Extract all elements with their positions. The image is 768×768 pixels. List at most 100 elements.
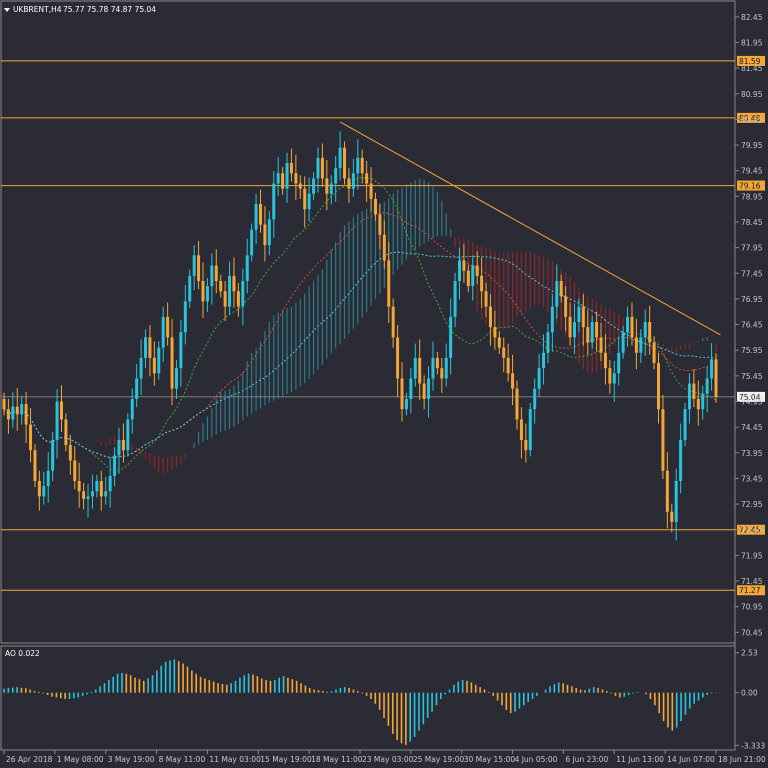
candle <box>59 385 63 432</box>
candle-body <box>135 378 139 399</box>
candle-body <box>338 147 342 169</box>
candle-body <box>179 332 183 369</box>
x-tick-label: 18 Jun 21:00 <box>718 755 766 764</box>
candle <box>121 423 125 463</box>
candle-body <box>484 291 488 307</box>
candle-body <box>174 368 178 389</box>
candle-body <box>241 280 245 307</box>
candle-body <box>37 481 41 497</box>
candle-body <box>683 409 687 440</box>
candle-body <box>68 445 72 461</box>
candle-body <box>113 455 117 476</box>
x-tick-label: 14 Jun 07:00 <box>667 755 715 764</box>
candle-body <box>555 280 559 307</box>
candle-body <box>387 260 391 307</box>
candle-body <box>130 398 134 420</box>
candle <box>170 318 174 406</box>
y-tick-label: 77.95 <box>741 244 763 253</box>
candle-body <box>281 173 285 189</box>
candle-body <box>444 357 448 379</box>
current-price-label: 75.04 <box>739 393 761 402</box>
candle-body <box>334 168 338 184</box>
candle <box>626 306 630 347</box>
candle <box>586 310 590 355</box>
candle-body <box>480 275 484 292</box>
candle <box>347 168 351 204</box>
candle <box>511 354 515 406</box>
candle <box>2 392 6 416</box>
candle-body <box>95 481 99 492</box>
candle <box>11 392 15 428</box>
candle-body <box>245 255 249 281</box>
candle <box>303 176 307 228</box>
candle <box>444 343 448 387</box>
candle-body <box>276 173 280 184</box>
candle <box>325 159 329 211</box>
candle <box>254 193 258 245</box>
candle <box>320 143 324 187</box>
candle-body <box>121 439 125 451</box>
candle <box>276 156 280 196</box>
ao-tick-label: 0.00 <box>741 689 758 698</box>
candle <box>64 413 68 452</box>
candle-body <box>188 275 192 302</box>
candle <box>621 326 625 359</box>
candle <box>77 462 81 508</box>
candle <box>471 255 475 301</box>
candle-body <box>612 373 616 384</box>
y-tick-label: 81.45 <box>741 64 763 73</box>
candle <box>418 339 422 400</box>
candle <box>458 248 462 300</box>
candle-body <box>435 357 439 369</box>
x-tick-label: 11 May 03:00 <box>209 755 261 764</box>
candle <box>480 257 484 308</box>
candle <box>679 423 683 494</box>
candle-body <box>15 406 19 415</box>
y-tick-label: 76.95 <box>741 295 763 304</box>
candle <box>542 334 546 385</box>
candle <box>183 285 187 345</box>
candle-body <box>42 486 46 497</box>
candle-body <box>73 460 77 481</box>
symbol-label: UKBRENT,H4 <box>13 5 62 14</box>
candle <box>581 294 585 346</box>
candle-body <box>511 373 515 389</box>
candle-body <box>183 301 187 333</box>
candle-body <box>714 359 718 397</box>
candle <box>6 398 10 434</box>
level-tag <box>737 55 765 66</box>
candle <box>387 241 391 324</box>
trendline-group <box>339 121 721 336</box>
y-tick-label: 75.95 <box>741 346 763 355</box>
candle-body <box>90 491 94 497</box>
candle-body <box>550 306 554 333</box>
candle-body <box>223 291 227 307</box>
candle-body <box>528 409 532 451</box>
y-tick-label: 78.45 <box>741 218 763 227</box>
candle-body <box>603 352 607 369</box>
candles <box>2 131 718 541</box>
candle <box>99 470 103 511</box>
candle-body <box>166 316 170 338</box>
candle <box>192 245 196 291</box>
candle <box>245 238 249 294</box>
y-tick-label: 80.95 <box>741 90 763 99</box>
candle <box>435 351 439 375</box>
candle <box>334 155 338 202</box>
candle <box>298 175 302 199</box>
dropdown-triangle-icon[interactable] <box>4 8 10 12</box>
candle-body <box>590 322 594 343</box>
candle <box>356 139 360 190</box>
candle-body <box>108 475 112 492</box>
y-tick-label: 73.45 <box>741 474 763 483</box>
candle <box>272 171 276 238</box>
candle-body <box>343 147 347 179</box>
candle <box>219 274 223 298</box>
candle <box>307 177 311 222</box>
candle-body <box>462 260 466 271</box>
candle <box>236 283 240 317</box>
candle-body <box>82 491 86 499</box>
candle-body <box>325 178 329 194</box>
candle-body <box>316 157 320 179</box>
